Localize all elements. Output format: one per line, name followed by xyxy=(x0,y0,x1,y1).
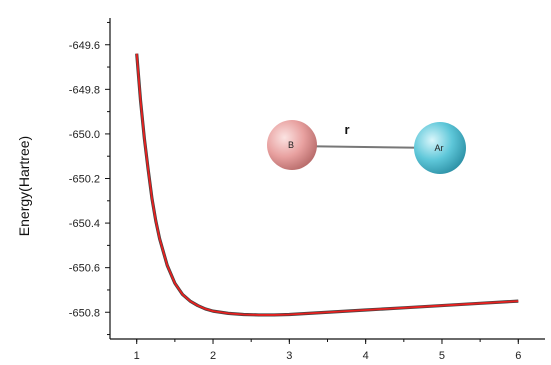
atom-b-label: B xyxy=(288,140,294,150)
y-tick-label: -649.6 xyxy=(69,40,100,52)
series-shadow-line xyxy=(135,53,519,317)
bond-label: r xyxy=(344,122,349,137)
y-tick-label: -650.4 xyxy=(69,218,100,230)
y-tick-label: -650.6 xyxy=(69,263,100,275)
y-tick-label: -650.0 xyxy=(69,129,100,141)
atom-ar-label: Ar xyxy=(435,143,444,153)
x-tick-label: 4 xyxy=(363,350,369,362)
x-axis: 1 2 3 4 5 6 xyxy=(110,338,545,362)
y-tick-label: -650.2 xyxy=(69,174,100,186)
atom-ar xyxy=(414,122,466,174)
atom-b xyxy=(267,120,317,170)
series-layer xyxy=(135,53,519,317)
x-tick-label: 3 xyxy=(286,350,292,362)
series-line xyxy=(135,53,519,316)
molecule-inset: B Ar r xyxy=(267,120,466,174)
y-axis-title: Energy(Hartree) xyxy=(16,136,32,236)
y-axis: -649.6 -649.8 -650.0 -650.2 -650.4 -650.6 -650… xyxy=(69,18,111,339)
x-tick-label: 6 xyxy=(515,350,521,362)
y-tick-label: -650.8 xyxy=(69,307,100,319)
x-tick-label: 1 xyxy=(134,350,140,362)
x-tick-label: 5 xyxy=(439,350,445,362)
x-tick-label: 2 xyxy=(210,350,216,362)
y-tick-label: -649.8 xyxy=(69,84,100,96)
